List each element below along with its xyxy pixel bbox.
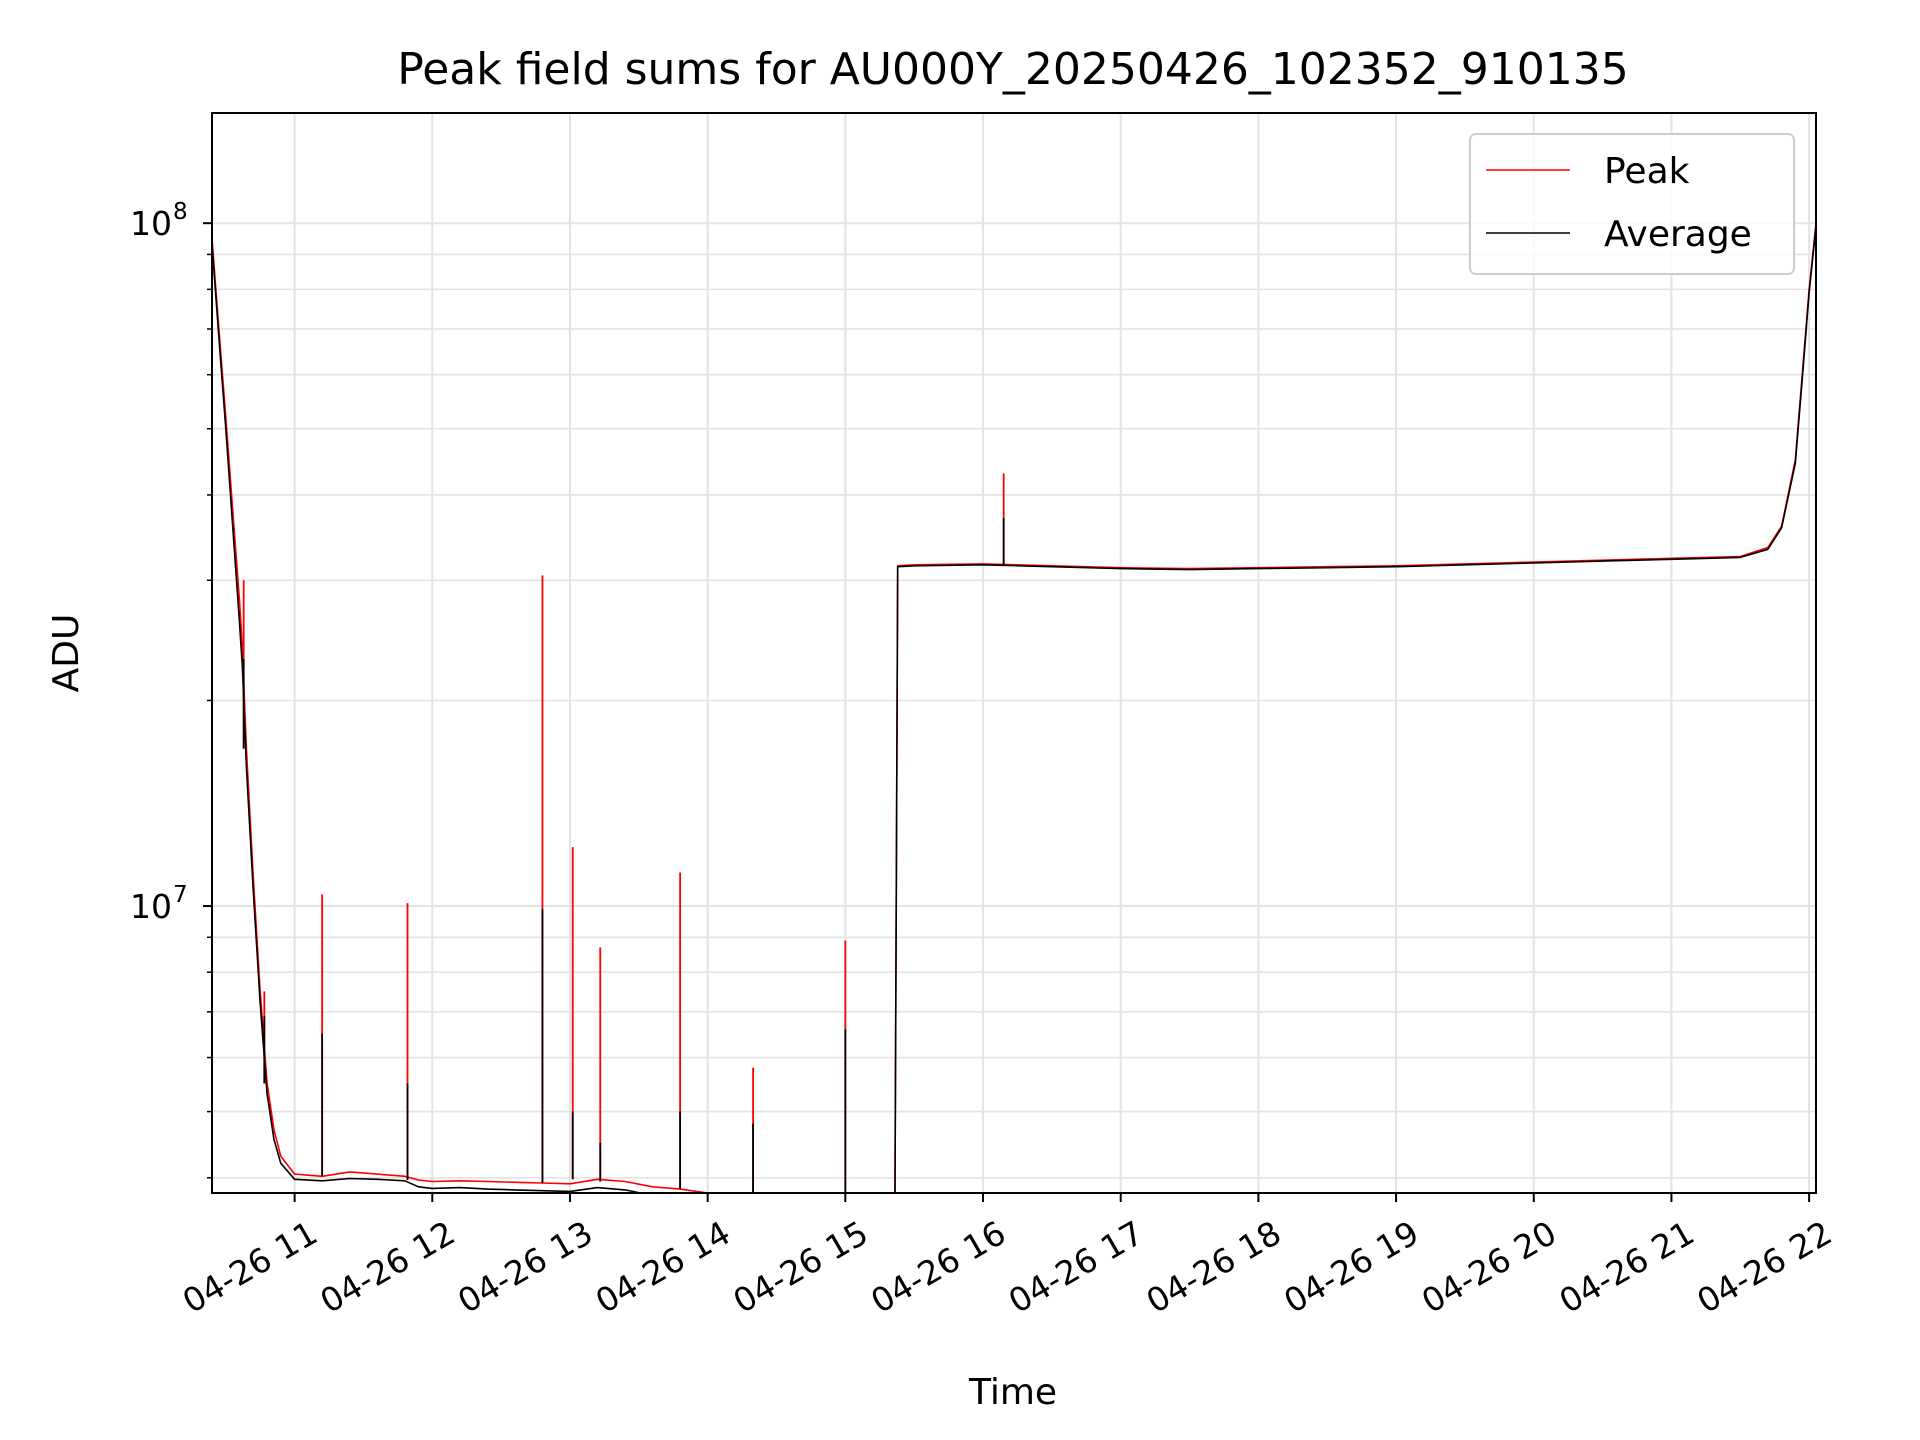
legend-box [1469, 133, 1795, 275]
legend-label-average: Average [1604, 214, 1752, 255]
y-axis-label: ADU [46, 614, 87, 693]
y-tick-exponent: 7 [173, 882, 188, 908]
series-layer [212, 223, 1816, 1193]
chart-title: Peak field sums for AU000Y_20250426_1023… [397, 44, 1629, 95]
y-tick-label: 10 [130, 887, 172, 926]
legend-label-peak: Peak [1604, 151, 1690, 192]
grid-lines [212, 113, 1816, 1193]
x-axis-label: Time [968, 1372, 1057, 1413]
y-tick-exponent: 8 [173, 199, 188, 225]
legend: Peak Average [1469, 133, 1795, 275]
series-line-average [212, 226, 1816, 1193]
series-line-peak [212, 223, 1816, 1193]
y-tick-label: 10 [130, 204, 172, 243]
plot-frame [211, 112, 1817, 1194]
